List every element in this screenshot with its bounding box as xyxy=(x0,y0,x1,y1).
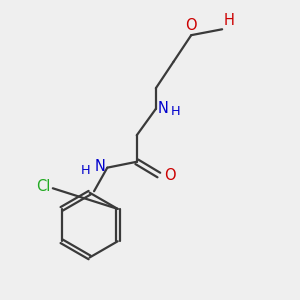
Text: H: H xyxy=(81,164,90,176)
Text: H: H xyxy=(171,105,181,118)
Text: N: N xyxy=(95,159,106,174)
Text: O: O xyxy=(164,167,176,182)
Text: H: H xyxy=(224,13,235,28)
Text: N: N xyxy=(158,101,168,116)
Text: O: O xyxy=(185,18,197,33)
Text: Cl: Cl xyxy=(36,179,50,194)
